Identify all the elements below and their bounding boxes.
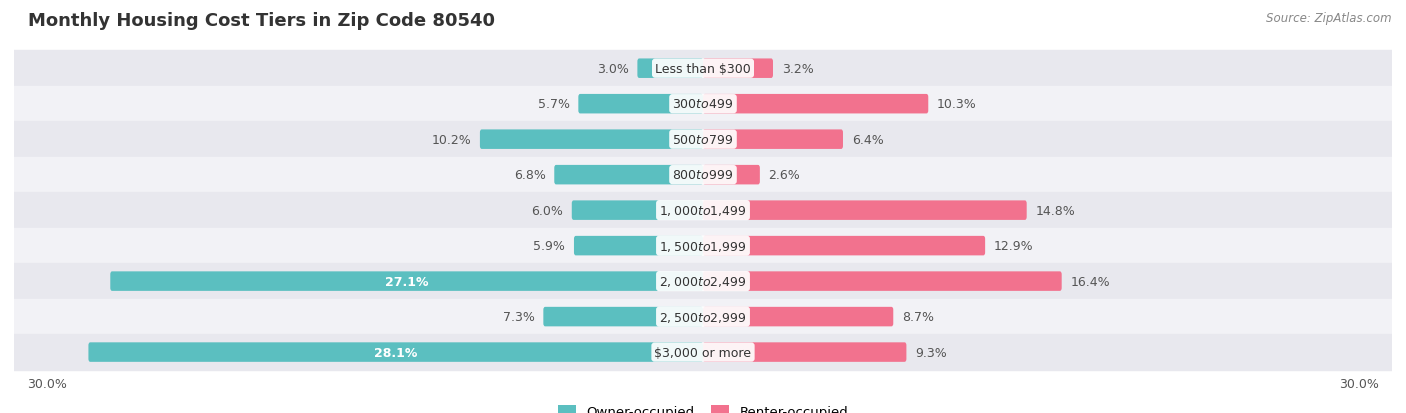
FancyBboxPatch shape bbox=[637, 59, 703, 79]
Text: 5.7%: 5.7% bbox=[537, 98, 569, 111]
FancyBboxPatch shape bbox=[703, 272, 1062, 291]
Text: $800 to $999: $800 to $999 bbox=[672, 169, 734, 182]
FancyBboxPatch shape bbox=[703, 201, 1026, 221]
FancyBboxPatch shape bbox=[572, 201, 703, 221]
Text: 3.0%: 3.0% bbox=[596, 62, 628, 76]
FancyBboxPatch shape bbox=[578, 95, 703, 114]
Text: 16.4%: 16.4% bbox=[1070, 275, 1111, 288]
FancyBboxPatch shape bbox=[554, 166, 703, 185]
FancyBboxPatch shape bbox=[703, 307, 893, 327]
FancyBboxPatch shape bbox=[543, 307, 703, 327]
Text: 6.4%: 6.4% bbox=[852, 133, 883, 146]
FancyBboxPatch shape bbox=[574, 236, 703, 256]
FancyBboxPatch shape bbox=[703, 166, 759, 185]
FancyBboxPatch shape bbox=[479, 130, 703, 150]
Text: 12.9%: 12.9% bbox=[994, 240, 1033, 252]
Bar bbox=[3, 157, 1403, 193]
FancyBboxPatch shape bbox=[703, 130, 844, 150]
Bar bbox=[3, 193, 1403, 228]
Bar bbox=[3, 228, 1403, 264]
FancyBboxPatch shape bbox=[89, 342, 703, 362]
Text: 3.2%: 3.2% bbox=[782, 62, 814, 76]
Legend: Owner-occupied, Renter-occupied: Owner-occupied, Renter-occupied bbox=[553, 399, 853, 413]
Text: 9.3%: 9.3% bbox=[915, 346, 946, 359]
Text: 10.2%: 10.2% bbox=[432, 133, 471, 146]
Bar bbox=[3, 335, 1403, 370]
Bar bbox=[3, 122, 1403, 157]
Text: Monthly Housing Cost Tiers in Zip Code 80540: Monthly Housing Cost Tiers in Zip Code 8… bbox=[28, 12, 495, 30]
Text: 2.6%: 2.6% bbox=[769, 169, 800, 182]
Text: $1,500 to $1,999: $1,500 to $1,999 bbox=[659, 239, 747, 253]
Bar bbox=[3, 264, 1403, 299]
Text: 27.1%: 27.1% bbox=[385, 275, 429, 288]
Text: 5.9%: 5.9% bbox=[533, 240, 565, 252]
Text: $2,500 to $2,999: $2,500 to $2,999 bbox=[659, 310, 747, 324]
Text: 7.3%: 7.3% bbox=[503, 310, 534, 323]
FancyBboxPatch shape bbox=[110, 272, 703, 291]
Text: 10.3%: 10.3% bbox=[936, 98, 977, 111]
Text: $3,000 or more: $3,000 or more bbox=[655, 346, 751, 359]
Text: $300 to $499: $300 to $499 bbox=[672, 98, 734, 111]
Text: 6.8%: 6.8% bbox=[513, 169, 546, 182]
FancyBboxPatch shape bbox=[703, 59, 773, 79]
Text: Source: ZipAtlas.com: Source: ZipAtlas.com bbox=[1267, 12, 1392, 25]
FancyBboxPatch shape bbox=[703, 95, 928, 114]
Text: 8.7%: 8.7% bbox=[903, 310, 934, 323]
Text: $2,000 to $2,499: $2,000 to $2,499 bbox=[659, 275, 747, 288]
Text: $500 to $799: $500 to $799 bbox=[672, 133, 734, 146]
Bar bbox=[3, 87, 1403, 122]
Bar bbox=[3, 51, 1403, 87]
Text: 14.8%: 14.8% bbox=[1035, 204, 1076, 217]
FancyBboxPatch shape bbox=[703, 236, 986, 256]
Text: Less than $300: Less than $300 bbox=[655, 62, 751, 76]
Text: 28.1%: 28.1% bbox=[374, 346, 418, 359]
Text: 6.0%: 6.0% bbox=[531, 204, 562, 217]
Text: $1,000 to $1,499: $1,000 to $1,499 bbox=[659, 204, 747, 218]
FancyBboxPatch shape bbox=[703, 342, 907, 362]
Bar bbox=[3, 299, 1403, 335]
